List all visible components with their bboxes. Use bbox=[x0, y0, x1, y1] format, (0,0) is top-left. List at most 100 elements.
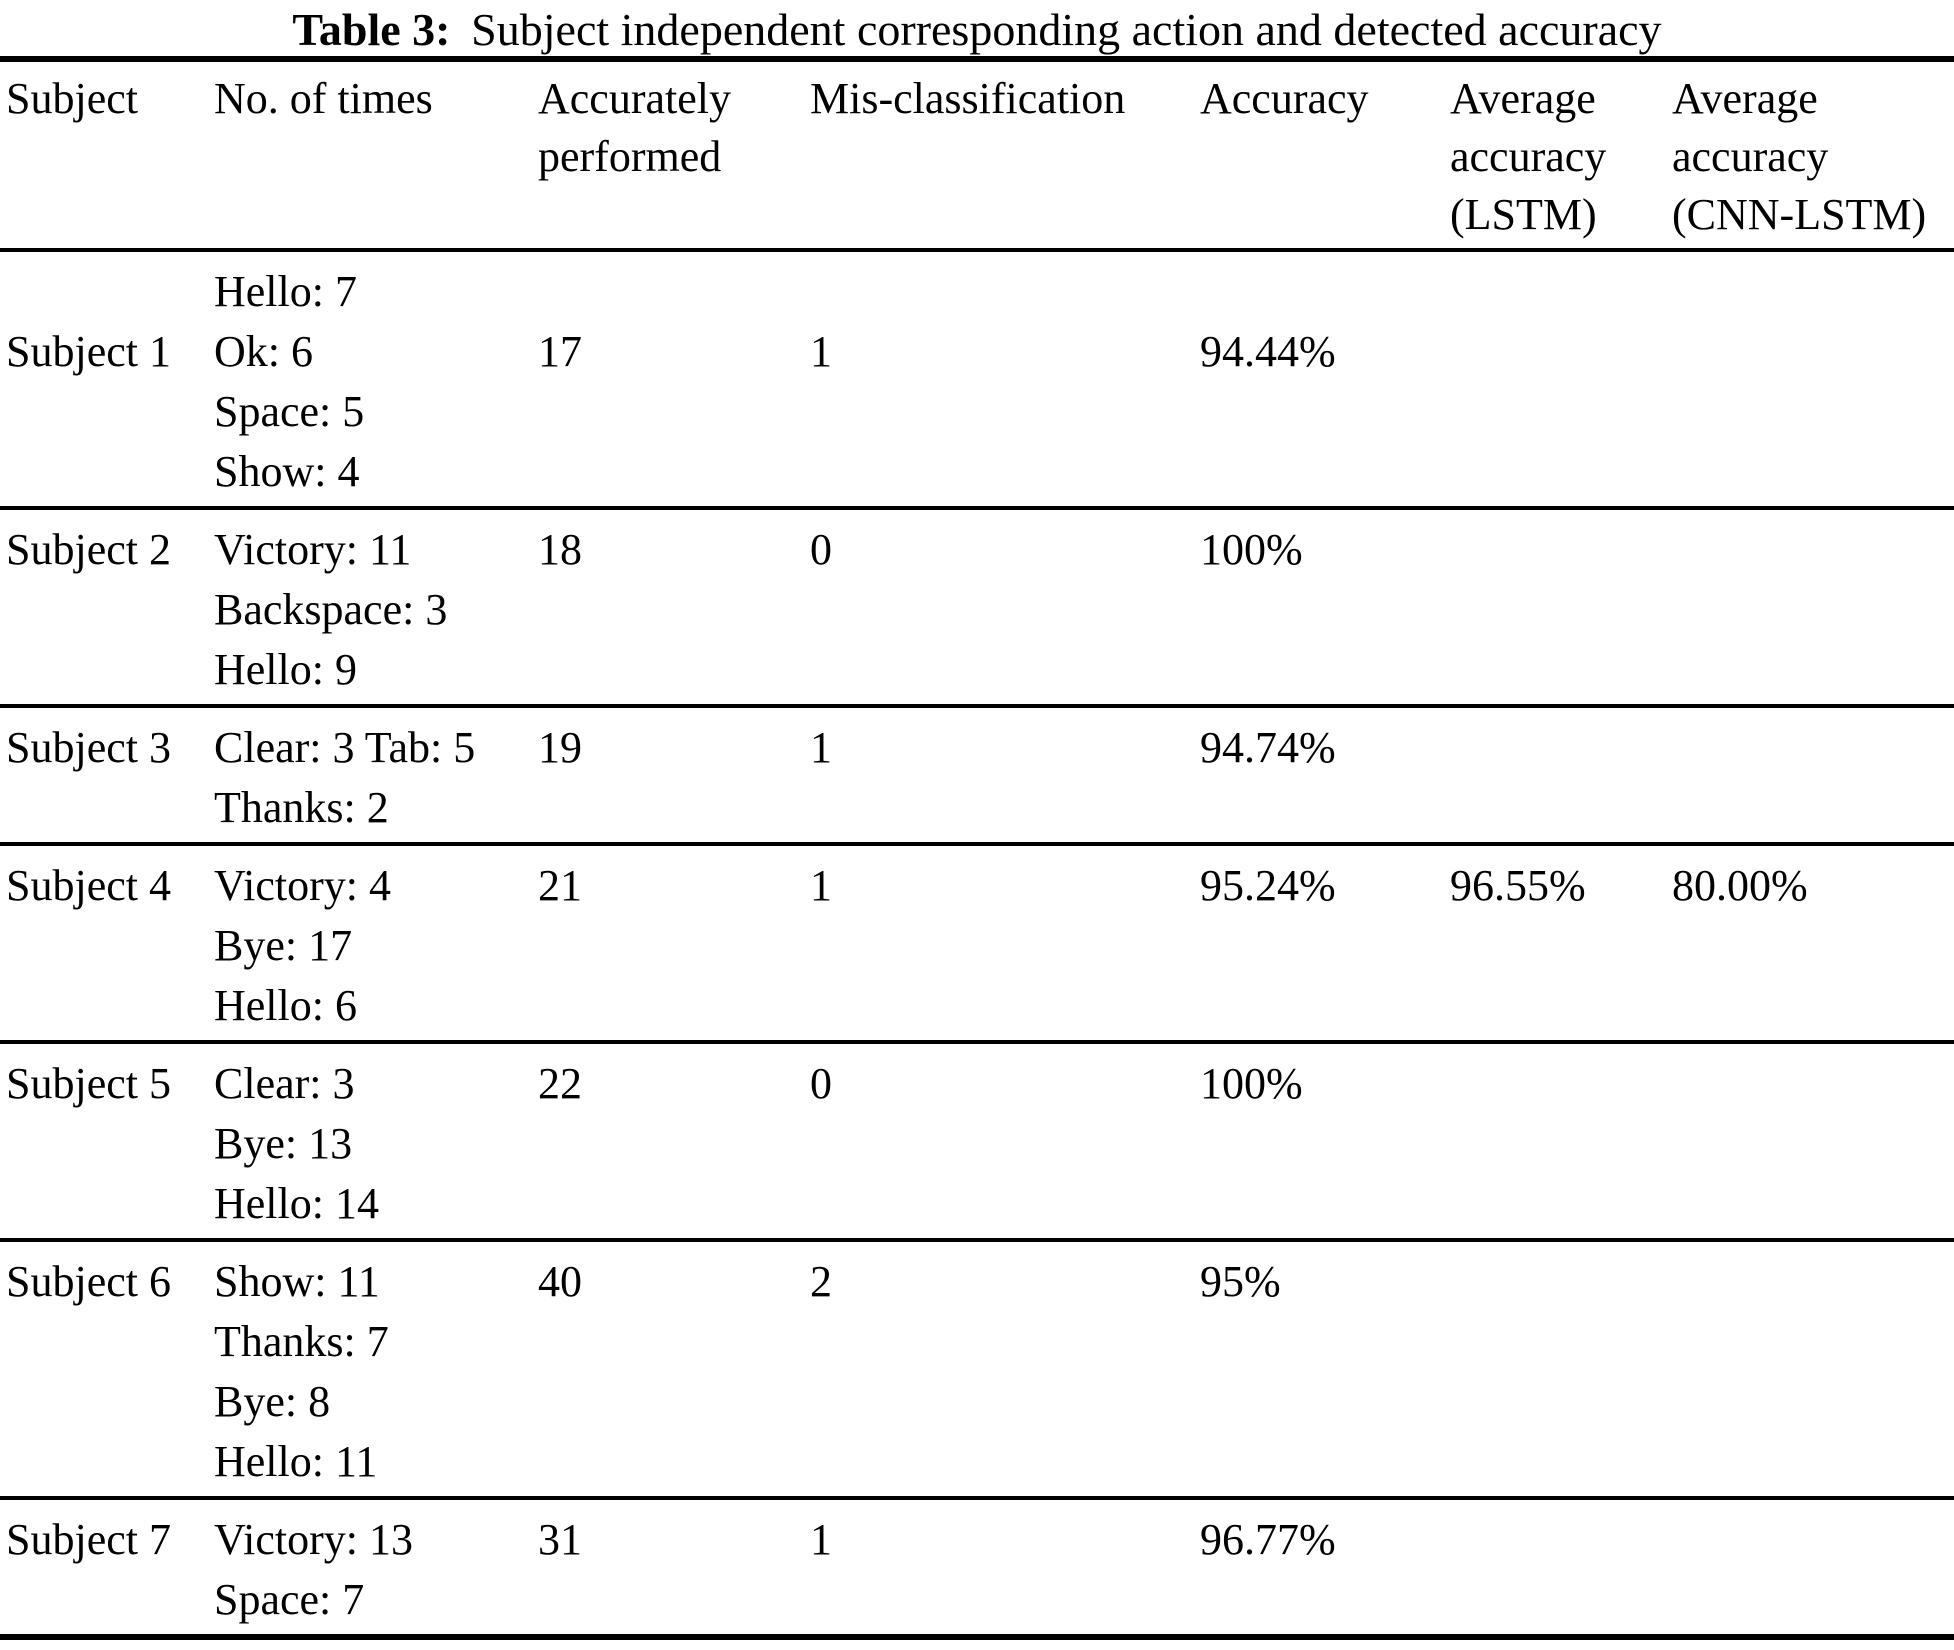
cell-subject: Subject 5 bbox=[0, 1054, 214, 1234]
cell-mis-classification-value: 0 bbox=[810, 525, 832, 574]
cell-accuracy-value: 100% bbox=[1200, 525, 1303, 574]
row-separator-rule bbox=[0, 842, 1954, 846]
times-line: Hello: 11 bbox=[214, 1437, 378, 1486]
table-top-rule bbox=[0, 56, 1954, 62]
cell-no-of-times: Clear: 3 Tab: 5 Thanks: 2 bbox=[214, 718, 538, 838]
times-line: Victory: 4 bbox=[214, 861, 391, 910]
header-bottom-rule bbox=[0, 248, 1954, 252]
cell-mis-classification-value: 0 bbox=[810, 1059, 832, 1108]
cell-mis-classification-value: 1 bbox=[810, 723, 832, 772]
cell-avg-accuracy-lstm bbox=[1450, 1510, 1672, 1630]
cell-accuracy-value: 96.77% bbox=[1200, 1515, 1336, 1564]
cell-avg-accuracy-lstm bbox=[1450, 1054, 1672, 1234]
cell-accuracy: 95.24% bbox=[1200, 856, 1450, 1036]
table-row: Subject 5 Clear: 3 Bye: 13 Hello: 14 22 0 100% bbox=[0, 1044, 1954, 1238]
cell-mis-classification: 1 bbox=[810, 856, 1200, 1036]
table-body: Subject 1 Hello: 7 Ok: 6 Space: 5 Show: 4 17 1… bbox=[0, 252, 1954, 1634]
cell-avg-accuracy-lstm bbox=[1450, 262, 1672, 502]
column-header-line: Subject bbox=[6, 74, 138, 123]
cell-subject-value: Subject 1 bbox=[6, 327, 171, 376]
cell-subject: Subject 7 bbox=[0, 1510, 214, 1630]
cell-avg-accuracy-lstm: 96.55% bbox=[1450, 856, 1672, 1036]
times-line: Hello: 6 bbox=[214, 981, 357, 1030]
table-bottom-rule bbox=[0, 1634, 1954, 1640]
times-line: Victory: 13 bbox=[214, 1515, 413, 1564]
table-caption: Table 3: Subject independent correspondin… bbox=[0, 0, 1954, 56]
cell-subject-value: Subject 6 bbox=[6, 1257, 171, 1306]
column-header-line: No. of times bbox=[214, 74, 433, 123]
cell-no-of-times: Victory: 11 Backspace: 3 Hello: 9 bbox=[214, 520, 538, 700]
cell-accuracy: 100% bbox=[1200, 1054, 1450, 1234]
cell-avg-accuracy-lstm-value: 96.55% bbox=[1450, 861, 1586, 910]
times-line: Backspace: 3 bbox=[214, 585, 448, 634]
cell-accuracy-value: 94.74% bbox=[1200, 723, 1336, 772]
cell-subject-value: Subject 5 bbox=[6, 1059, 171, 1108]
times-line: Show: 4 bbox=[214, 447, 360, 496]
table-row: Subject 1 Hello: 7 Ok: 6 Space: 5 Show: 4 17 1… bbox=[0, 252, 1954, 506]
cell-avg-accuracy-cnn-lstm bbox=[1672, 718, 1954, 838]
cell-subject: Subject 4 bbox=[0, 856, 214, 1036]
cell-avg-accuracy-lstm bbox=[1450, 1252, 1672, 1492]
cell-subject: Subject 2 bbox=[0, 520, 214, 700]
cell-avg-accuracy-cnn-lstm bbox=[1672, 262, 1954, 502]
cell-avg-accuracy-cnn-lstm bbox=[1672, 520, 1954, 700]
cell-subject-value: Subject 2 bbox=[6, 525, 171, 574]
times-line: Victory: 11 bbox=[214, 525, 412, 574]
column-header-line: accuracy bbox=[1450, 132, 1607, 181]
cell-no-of-times: Show: 11 Thanks: 7 Bye: 8 Hello: 11 bbox=[214, 1252, 538, 1492]
times-line: Bye: 17 bbox=[214, 921, 353, 970]
cell-avg-accuracy-cnn-lstm: 80.00% bbox=[1672, 856, 1954, 1036]
times-line: Hello: 9 bbox=[214, 645, 357, 694]
cell-accurately-performed-value: 40 bbox=[538, 1257, 582, 1306]
cell-avg-accuracy-cnn-lstm bbox=[1672, 1252, 1954, 1492]
cell-accurately-performed-value: 31 bbox=[538, 1515, 582, 1564]
cell-mis-classification: 0 bbox=[810, 1054, 1200, 1234]
times-line: Clear: 3 bbox=[214, 1059, 355, 1108]
table-caption-label: Table 3: bbox=[292, 4, 451, 55]
table-header-row: Subject No. of times Accurately performed Mi… bbox=[0, 62, 1954, 248]
cell-avg-accuracy-lstm bbox=[1450, 520, 1672, 700]
column-header-line: accuracy bbox=[1672, 132, 1829, 181]
cell-no-of-times: Hello: 7 Ok: 6 Space: 5 Show: 4 bbox=[214, 262, 538, 502]
column-header-line: (LSTM) bbox=[1450, 190, 1597, 239]
cell-accuracy-value: 94.44% bbox=[1200, 327, 1336, 376]
cell-accurately-performed-value: 21 bbox=[538, 861, 582, 910]
row-separator-rule bbox=[0, 1496, 1954, 1500]
cell-mis-classification-value: 2 bbox=[810, 1257, 832, 1306]
header-cell-accurately-performed: Accurately performed bbox=[538, 70, 810, 244]
cell-accuracy: 96.77% bbox=[1200, 1510, 1450, 1630]
cell-no-of-times: Clear: 3 Bye: 13 Hello: 14 bbox=[214, 1054, 538, 1234]
header-cell-no-of-times: No. of times bbox=[214, 70, 538, 244]
row-separator-rule bbox=[0, 1040, 1954, 1044]
table-row: Subject 4 Victory: 4 Bye: 17 Hello: 6 21 1 95.… bbox=[0, 846, 1954, 1040]
cell-accurately-performed-value: 18 bbox=[538, 525, 582, 574]
column-header-line: Mis-classification bbox=[810, 74, 1126, 123]
cell-accurately-performed-value: 22 bbox=[538, 1059, 582, 1108]
cell-accuracy: 94.44% bbox=[1200, 262, 1450, 502]
column-header-line: Average bbox=[1450, 74, 1596, 123]
row-separator-rule bbox=[0, 1238, 1954, 1242]
cell-accurately-performed: 21 bbox=[538, 856, 810, 1036]
column-header-line: Accuracy bbox=[1200, 74, 1369, 123]
times-line: Hello: 7 bbox=[214, 267, 357, 316]
header-cell-avg-accuracy-lstm: Average accuracy (LSTM) bbox=[1450, 70, 1672, 244]
times-line: Bye: 8 bbox=[214, 1377, 331, 1426]
cell-mis-classification-value: 1 bbox=[810, 861, 832, 910]
table-caption-text: Subject independent corresponding action… bbox=[471, 4, 1662, 55]
cell-no-of-times: Victory: 4 Bye: 17 Hello: 6 bbox=[214, 856, 538, 1036]
cell-no-of-times: Victory: 13 Space: 7 bbox=[214, 1510, 538, 1630]
header-cell-mis-classification: Mis-classification bbox=[810, 70, 1200, 244]
times-line: Space: 5 bbox=[214, 387, 365, 436]
header-cell-accuracy: Accuracy bbox=[1200, 70, 1450, 244]
times-line: Bye: 13 bbox=[214, 1119, 353, 1168]
cell-accurately-performed-value: 19 bbox=[538, 723, 582, 772]
header-cell-subject: Subject bbox=[0, 70, 214, 244]
times-line: Show: 11 bbox=[214, 1257, 380, 1306]
cell-avg-accuracy-cnn-lstm bbox=[1672, 1054, 1954, 1234]
times-line: Thanks: 2 bbox=[214, 783, 389, 832]
header-cell-avg-accuracy-cnn-lstm: Average accuracy (CNN-LSTM) bbox=[1672, 70, 1954, 244]
table-row: Subject 7 Victory: 13 Space: 7 31 1 96.77% bbox=[0, 1500, 1954, 1634]
row-separator-rule bbox=[0, 704, 1954, 708]
cell-subject-value: Subject 3 bbox=[6, 723, 171, 772]
